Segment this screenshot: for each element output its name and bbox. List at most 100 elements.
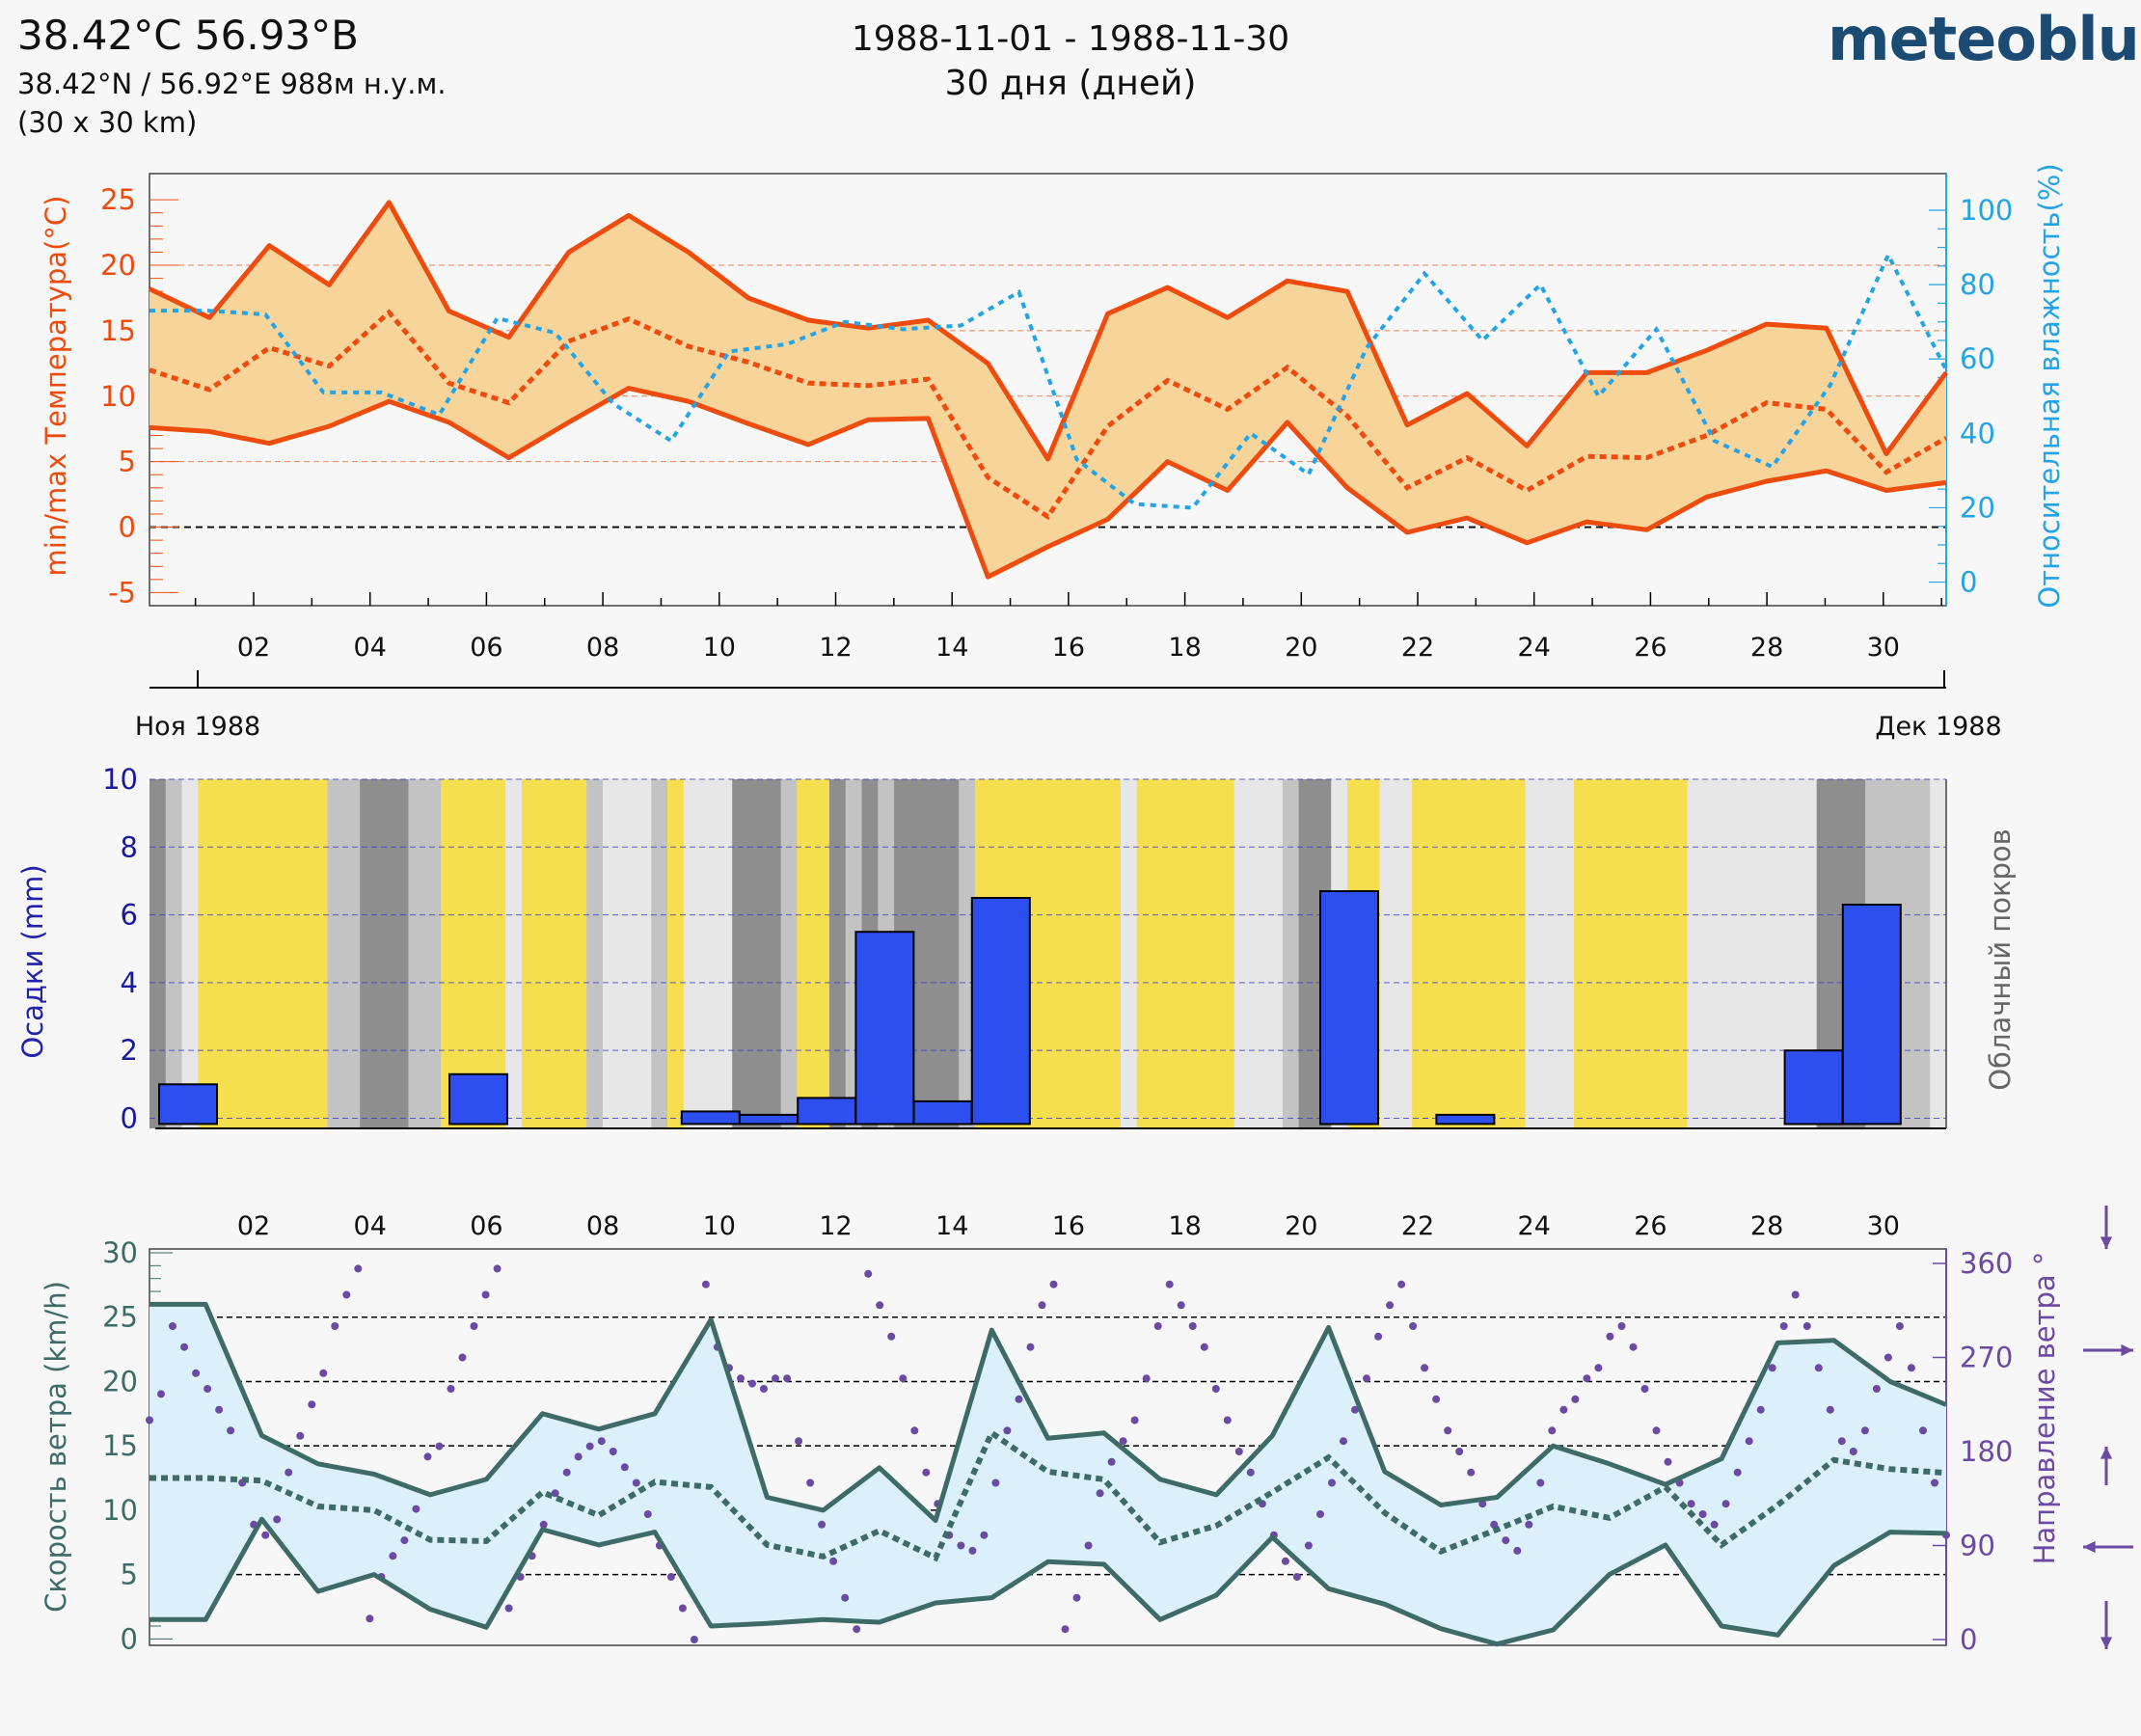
cloud-cover-stripe	[1266, 779, 1284, 1128]
wind-direction-point	[458, 1353, 467, 1362]
date-tick-label: 02	[237, 633, 270, 663]
precipitation-bar	[1841, 904, 1902, 1126]
wind-direction-point	[1292, 1573, 1301, 1581]
wind-direction-point	[261, 1531, 270, 1539]
wind-direction-point	[1745, 1437, 1753, 1446]
wind-direction-point	[1038, 1301, 1046, 1310]
wind-direction-point	[1849, 1448, 1857, 1455]
cloud-cover-stripe	[1121, 779, 1138, 1128]
date-tick-label: 22	[1401, 633, 1434, 663]
wind-date-tick-label: 26	[1634, 1211, 1667, 1241]
meteoblue-logo[interactable]: meteoblue	[1828, 4, 2141, 74]
wind-direction-point	[772, 1374, 779, 1383]
wind-direction-point	[1721, 1500, 1730, 1508]
wind-direction-point	[1281, 1557, 1289, 1565]
wind-direction-point	[273, 1515, 282, 1524]
wind-direction-point	[227, 1426, 235, 1435]
cloud-cover-stripe	[1670, 779, 1689, 1128]
cloud-cover-stripe	[1201, 779, 1219, 1128]
humidity-line	[149, 250, 1948, 510]
cloud-cover-stripe	[522, 779, 539, 1128]
wind-direction-point	[481, 1290, 490, 1299]
wind-direction-point	[620, 1463, 629, 1472]
cloud-cover-stripe	[1897, 779, 1914, 1128]
wind-speed-tick-label: 30	[102, 1236, 138, 1269]
cloud-cover-stripe	[570, 779, 587, 1128]
wind-direction-point	[1525, 1520, 1533, 1529]
min-temperature-line	[149, 386, 1947, 580]
wind-direction-point	[1409, 1322, 1418, 1330]
wind-direction-point	[447, 1385, 455, 1393]
wind-direction-point	[1432, 1395, 1441, 1403]
date-tick-label: 24	[1518, 633, 1551, 663]
month-timeline: Ноя 1988 Дек 1988	[135, 670, 2002, 742]
cloud-cover-stripe	[1751, 779, 1769, 1128]
date-tick-label: 12	[819, 633, 852, 663]
date-tick-label: 10	[703, 633, 736, 663]
wind-direction-point	[435, 1442, 444, 1451]
wind-direction-point	[1860, 1426, 1869, 1435]
wind-direction-tick-label: 90	[1960, 1530, 1995, 1562]
wind-direction-point	[203, 1385, 212, 1393]
wind-direction-point	[1895, 1322, 1904, 1330]
wind-direction-tick-label: 180	[1960, 1435, 2013, 1468]
cloud-cover-stripe	[1185, 779, 1203, 1128]
date-tick-label: 08	[586, 633, 619, 663]
wind-direction-point	[1513, 1546, 1522, 1555]
precipitation-axis-label: Осадки (mm)	[16, 864, 49, 1058]
cloud-cover-stripe	[732, 779, 749, 1128]
wind-direction-point	[493, 1264, 501, 1273]
precipitation-bar	[797, 1097, 857, 1126]
precipitation-bar	[970, 897, 1031, 1126]
wind-direction-point	[1687, 1500, 1695, 1508]
cloud-cover-stripe	[262, 779, 280, 1128]
wind-direction-point	[1072, 1593, 1081, 1602]
wind-direction-point	[1246, 1468, 1255, 1477]
wind-direction-point	[748, 1379, 756, 1388]
timeline-end-label: Дек 1988	[1875, 712, 2001, 742]
cloud-cover-stripe	[1460, 779, 1477, 1128]
cloud-cover-stripe	[537, 779, 556, 1128]
max-wind-speed-line	[149, 1301, 1947, 1524]
wind-direction-point	[1710, 1520, 1719, 1529]
cloud-cover-stripe	[1735, 779, 1753, 1128]
wind-direction-point	[1814, 1364, 1823, 1372]
cloud-cover-stripe	[942, 779, 960, 1128]
humidity-tick-label: 0	[1960, 566, 1977, 599]
wind-date-tick-label: 10	[703, 1211, 736, 1241]
wind-direction-point	[585, 1442, 594, 1451]
south-arrow-bottom-icon	[2100, 1637, 2113, 1649]
humidity-tick-label: 20	[1960, 491, 1995, 524]
wind-direction-point	[1397, 1280, 1406, 1288]
humidity-tick-label: 80	[1960, 268, 1995, 301]
wind-direction-point	[342, 1290, 351, 1299]
precipitation-bar	[158, 1083, 218, 1126]
cloud-cover-stripe	[1071, 779, 1090, 1128]
cloud-cover-stripe	[1493, 779, 1510, 1128]
cloud-cover-stripe	[1703, 779, 1721, 1128]
cloud-cover-stripe	[748, 779, 766, 1128]
cloud-cover-stripe	[1930, 779, 1947, 1128]
cloud-cover-stripe	[1282, 779, 1300, 1128]
wind-date-tick-label: 30	[1867, 1211, 1900, 1241]
wind-direction-point	[400, 1536, 409, 1545]
mean-temperature-line	[149, 309, 1948, 521]
north-arrow-icon	[2100, 1447, 2113, 1459]
cloud-cover-stripe	[214, 779, 231, 1128]
wind-direction-point	[1907, 1364, 1915, 1372]
cloud-cover-stripe	[1233, 779, 1251, 1128]
precipitation-bar	[448, 1072, 508, 1126]
cloud-cover-stripe	[376, 779, 393, 1128]
cloud-cover-stripe	[1508, 779, 1527, 1128]
wind-date-tick-label: 18	[1168, 1211, 1201, 1241]
wind-direction-point	[504, 1604, 513, 1613]
wind-direction-point	[666, 1573, 675, 1581]
cloud-cover-stripe	[618, 779, 637, 1128]
wind-direction-point	[991, 1478, 1000, 1487]
wind-direction-point	[1351, 1405, 1359, 1414]
wind-direction-point	[1826, 1405, 1834, 1414]
temperature-tick-label: 15	[100, 314, 136, 347]
wind-direction-point	[215, 1405, 224, 1414]
cloud-cover-stripe	[343, 779, 361, 1128]
